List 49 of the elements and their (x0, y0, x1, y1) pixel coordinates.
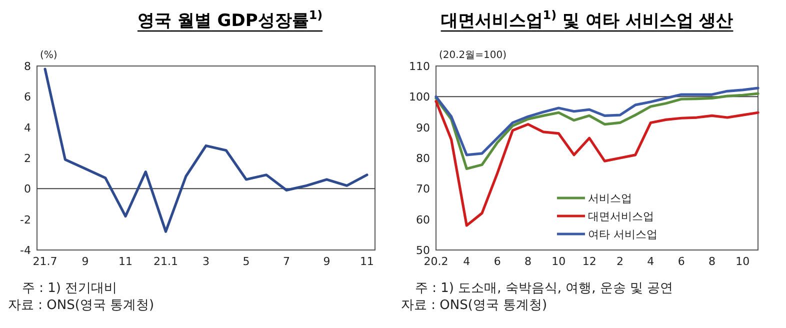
x-tick-label: 9 (323, 255, 330, 268)
x-tick-label: 7 (282, 255, 290, 268)
x-tick-label: 21.7 (32, 255, 58, 268)
line-series (434, 100, 760, 227)
text: 주 : 1) 전기대비 (22, 281, 118, 296)
text: 자료 : ONS(영국 통계청) (8, 298, 154, 313)
x-tick-label: 4 (463, 255, 470, 268)
chart-title: 대면서비스업$^{1)}$ 및 여타 서비스업 생산 (440, 8, 734, 31)
y-tick-label: 50 (416, 244, 430, 257)
x-tick-label: 6 (494, 255, 501, 268)
y-tick-label: 6 (24, 90, 31, 104)
x-tick-label: 4 (647, 255, 654, 268)
x-tick-label: 5 (242, 255, 250, 268)
y-tick-label: 60 (416, 213, 430, 226)
x-tick-label: 3 (202, 255, 210, 268)
x-tick-label: 8 (524, 255, 532, 268)
x-tick-label: 12 (582, 255, 596, 268)
x-tick-label: 20.2 (424, 255, 448, 268)
text: 자료 : ONS(영국 통계청) (401, 298, 548, 313)
x-tick-label: 10 (736, 255, 750, 268)
y-tick-label: 90 (416, 121, 430, 134)
line-series (434, 86, 760, 156)
y-tick-label: 80 (416, 152, 430, 165)
chart-title: 영국 월별 GDP성장률$^{1)}$ (137, 8, 323, 31)
x-tick-label: 11 (360, 255, 374, 268)
x-tick-label: 21.1 (154, 255, 178, 268)
x-tick-label: 8 (708, 255, 716, 268)
x-tick-label: 2 (616, 255, 624, 268)
y-tick-label: 70 (416, 182, 430, 196)
y-tick-label: 100 (409, 90, 430, 104)
x-tick-label: 10 (552, 255, 566, 268)
legend-label: 대면서비스업 (588, 210, 654, 223)
legend-label: 서비스업 (588, 192, 632, 205)
line-series (434, 92, 760, 170)
x-tick-label: 9 (82, 255, 89, 268)
y-axis-title: (20.2월=100) (439, 50, 507, 61)
legend-label: 여타 서비스업 (588, 228, 658, 241)
line-series (44, 68, 368, 233)
y-tick-label: 2 (24, 152, 31, 165)
y-tick-label: 8 (24, 60, 31, 73)
y-tick-label: 110 (409, 60, 430, 73)
text: 주 : 1) 도소매, 숙박음식, 여행, 운송 및 공연 (415, 281, 674, 296)
y-tick-label: 4 (24, 121, 31, 134)
y-tick-label: 0 (24, 182, 31, 196)
y-axis-title: (%) (40, 50, 58, 61)
x-tick-label: 6 (678, 255, 685, 268)
y-tick-label: -4 (20, 244, 31, 257)
x-tick-label: 11 (118, 255, 133, 268)
y-tick-label: -2 (20, 213, 31, 226)
